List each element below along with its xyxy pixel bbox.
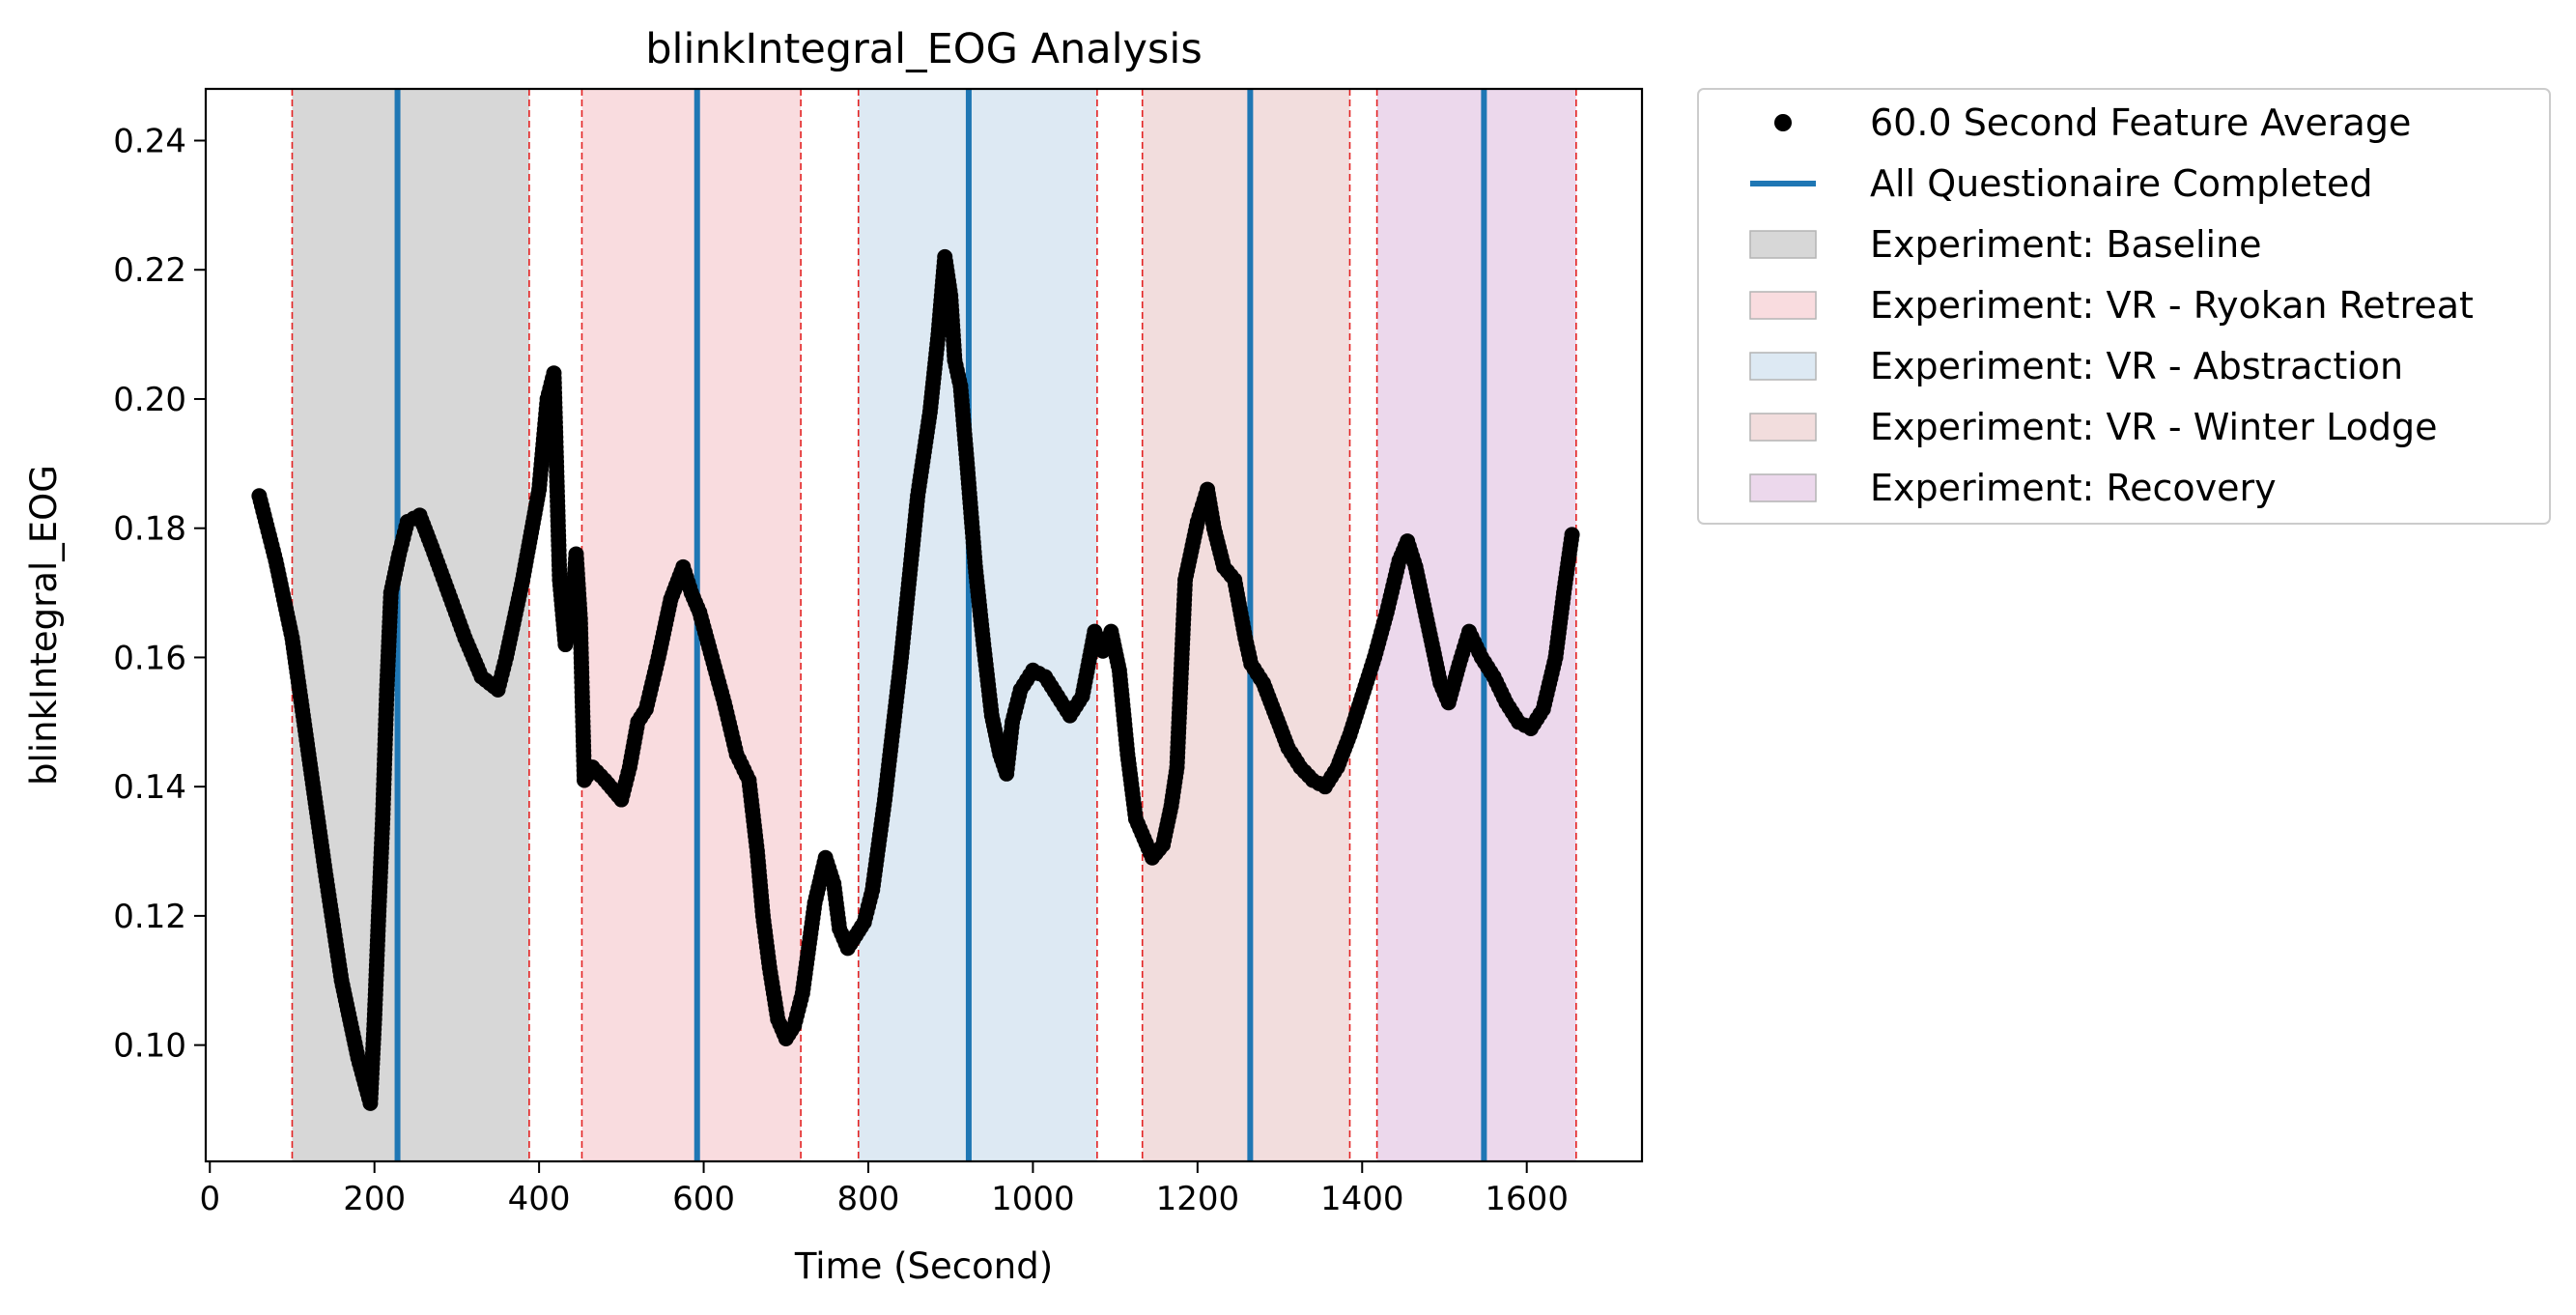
y-tick-label: 0.18 <box>113 510 186 549</box>
x-tick-label: 600 <box>672 1180 735 1218</box>
y-tick-label: 0.22 <box>113 251 186 290</box>
x-tick-label: 800 <box>837 1180 900 1218</box>
legend: 60.0 Second Feature Average All Questiona… <box>1697 88 2551 525</box>
legend-entry-label: Experiment: VR - Winter Lodge <box>1870 406 2437 448</box>
data-point <box>1564 527 1580 543</box>
legend-entry-label: Experiment: VR - Abstraction <box>1870 345 2403 387</box>
legend-marker-patch <box>1749 352 1817 381</box>
legend-entry-label: All Questionaire Completed <box>1870 162 2373 205</box>
y-tick-label: 0.24 <box>113 122 186 160</box>
y-tick-label: 0.14 <box>113 768 186 807</box>
legend-marker-patch <box>1749 291 1817 320</box>
legend-entry-label: Experiment: Recovery <box>1870 467 2277 509</box>
x-tick-label: 0 <box>199 1180 220 1218</box>
y-tick-label: 0.10 <box>113 1027 186 1066</box>
region-0 <box>292 89 529 1161</box>
y-axis-label: blinkIntegral_EOG <box>23 465 65 786</box>
x-tick-label: 200 <box>343 1180 406 1218</box>
x-tick-label: 1600 <box>1485 1180 1569 1218</box>
y-tick-label: 0.12 <box>113 898 186 936</box>
legend-box <box>1697 88 2551 525</box>
x-tick-label: 400 <box>508 1180 571 1218</box>
x-tick-label: 1000 <box>991 1180 1075 1218</box>
x-tick-label: 1200 <box>1156 1180 1240 1218</box>
plot-frame <box>204 87 1644 1163</box>
chart-title: blinkIntegral_EOG Analysis <box>645 25 1203 73</box>
legend-marker-patch <box>1749 413 1817 442</box>
points-layer <box>251 248 1580 1111</box>
x-axis-label: Time (Second) <box>794 1245 1053 1287</box>
x-tick-label: 1400 <box>1320 1180 1404 1218</box>
y-tick-label: 0.16 <box>113 639 186 677</box>
legend-marker-patch <box>1749 230 1817 259</box>
region-4 <box>1376 89 1576 1161</box>
legend-marker-point <box>1774 114 1792 131</box>
legend-marker-patch <box>1749 473 1817 502</box>
y-tick-label: 0.20 <box>113 381 186 419</box>
legend-entry-label: 60.0 Second Feature Average <box>1870 101 2411 144</box>
x-axis: 0 200 400 600 800 1000 1200 1400 1600 <box>199 1161 1569 1218</box>
legend-entry-label: Experiment: Baseline <box>1870 223 2262 266</box>
legend-entry-label: Experiment: VR - Ryokan Retreat <box>1870 284 2474 327</box>
y-axis: 0.10 0.12 0.14 0.16 0.18 0.20 0.22 0.24 <box>113 122 206 1066</box>
